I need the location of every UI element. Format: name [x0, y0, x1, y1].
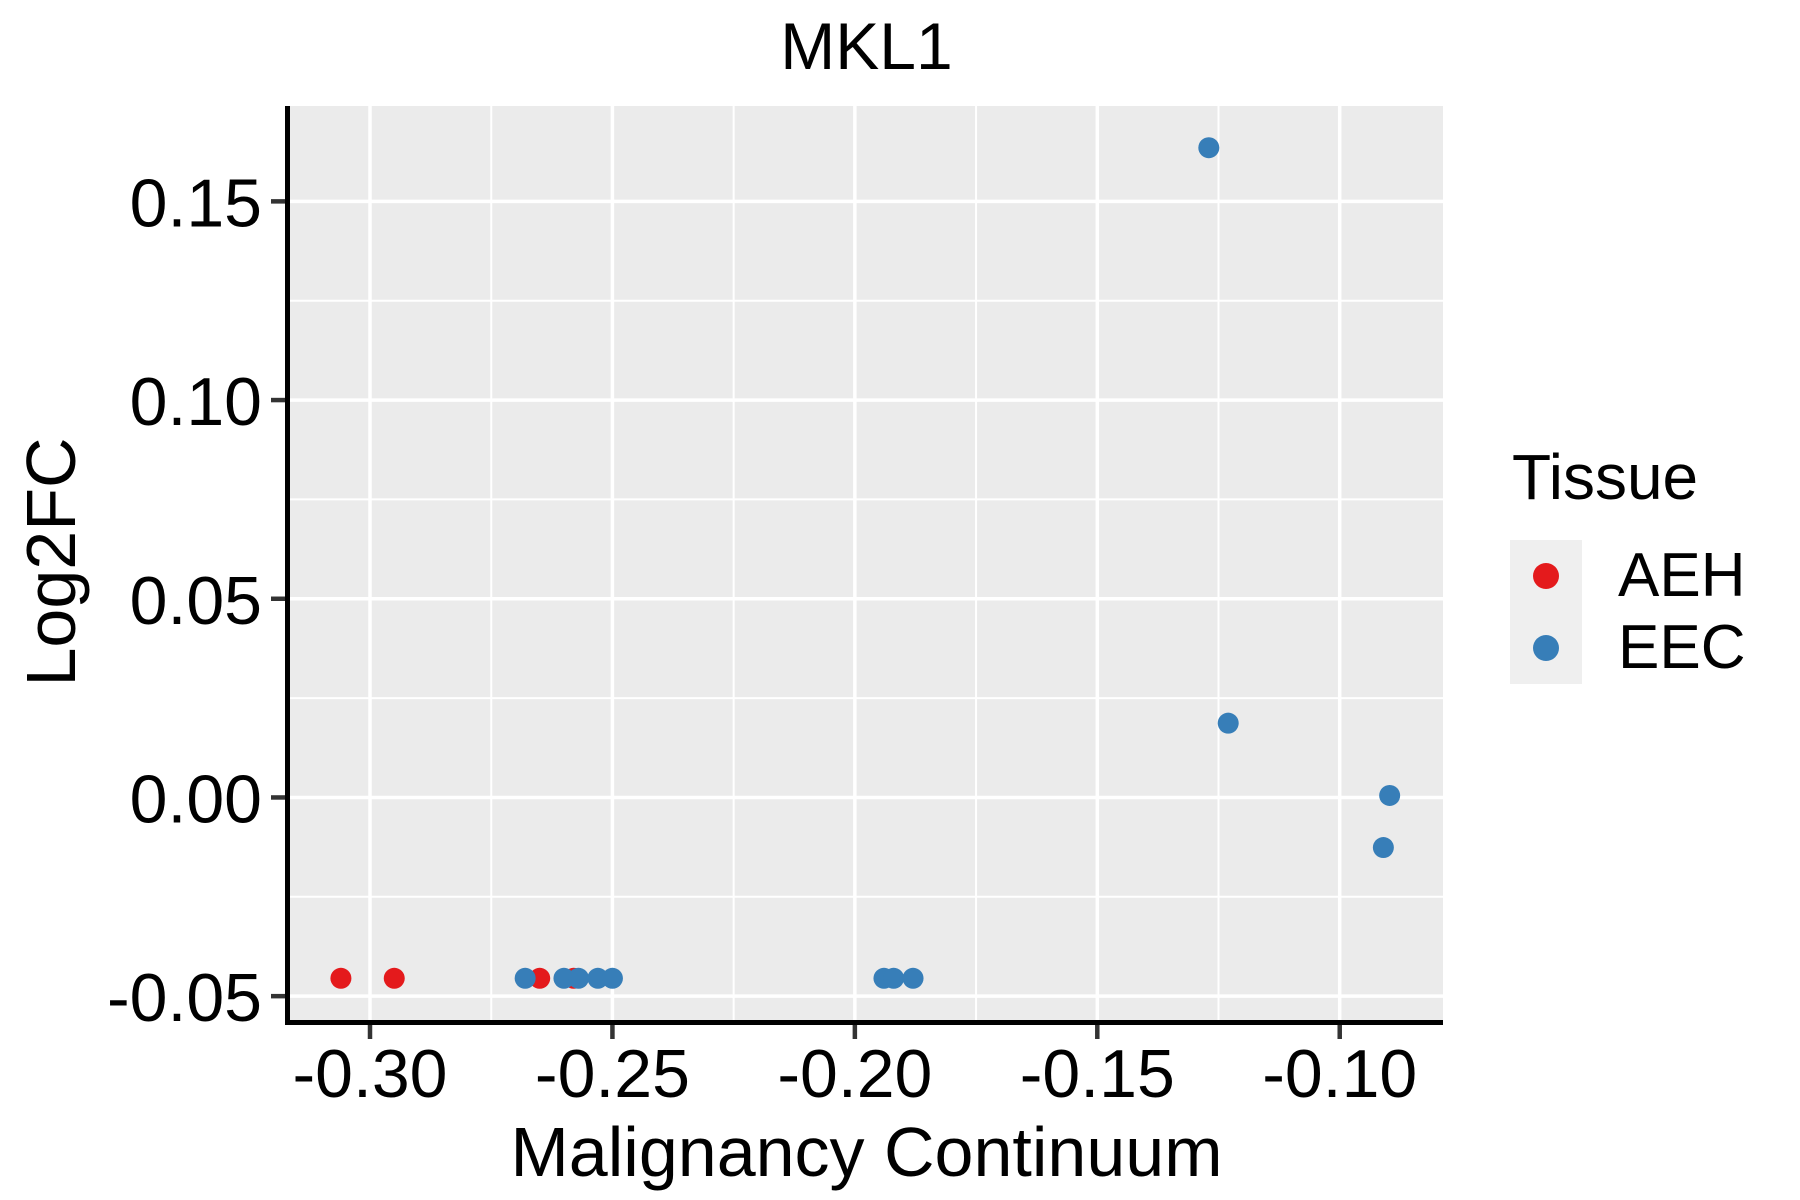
legend-label-eec: EEC	[1618, 613, 1746, 682]
aeh-point-icon	[1533, 563, 1559, 589]
data-point-aeh	[529, 967, 551, 989]
data-point-eec	[553, 967, 575, 989]
data-point-eec	[883, 967, 905, 989]
legend-title: Tissue	[1512, 441, 1699, 513]
y-tick-label: 0.05	[130, 563, 262, 639]
x-tick-label: -0.20	[777, 1036, 932, 1112]
legend-item-eec: EEC	[1510, 612, 1745, 684]
data-point-eec	[567, 967, 589, 989]
y-tick-label: 0.15	[130, 165, 262, 241]
legend-item-aeh: AEH	[1510, 540, 1745, 612]
x-tick-label: -0.25	[535, 1036, 690, 1112]
legend-label-aeh: AEH	[1618, 541, 1746, 610]
y-tick-label: 0.10	[130, 364, 262, 440]
x-tick-label: -0.15	[1020, 1036, 1175, 1112]
data-point-eec	[514, 967, 536, 989]
panel-background	[290, 106, 1443, 1020]
data-point-eec	[1217, 712, 1239, 734]
data-point-aeh	[330, 967, 352, 989]
y-tick-label: 0.00	[130, 761, 262, 837]
data-point-aeh	[383, 967, 405, 989]
data-point-eec	[1372, 837, 1394, 859]
data-point-eec	[1379, 784, 1401, 806]
chart-title: MKL1	[780, 9, 953, 83]
legend-key-aeh	[1510, 540, 1582, 612]
legend-key-eec	[1510, 612, 1582, 684]
x-axis-title: Malignancy Continuum	[510, 1113, 1223, 1191]
y-axis-title: Log2FC	[12, 437, 90, 687]
data-point-eec	[601, 967, 623, 989]
eec-point-icon	[1533, 635, 1559, 661]
data-point-eec	[1198, 137, 1220, 159]
x-tick-label: -0.10	[1262, 1036, 1417, 1112]
x-tick-label: -0.30	[293, 1036, 448, 1112]
data-point-eec	[902, 967, 924, 989]
data-point-eec	[587, 967, 609, 989]
y-tick-label: -0.05	[107, 960, 262, 1036]
